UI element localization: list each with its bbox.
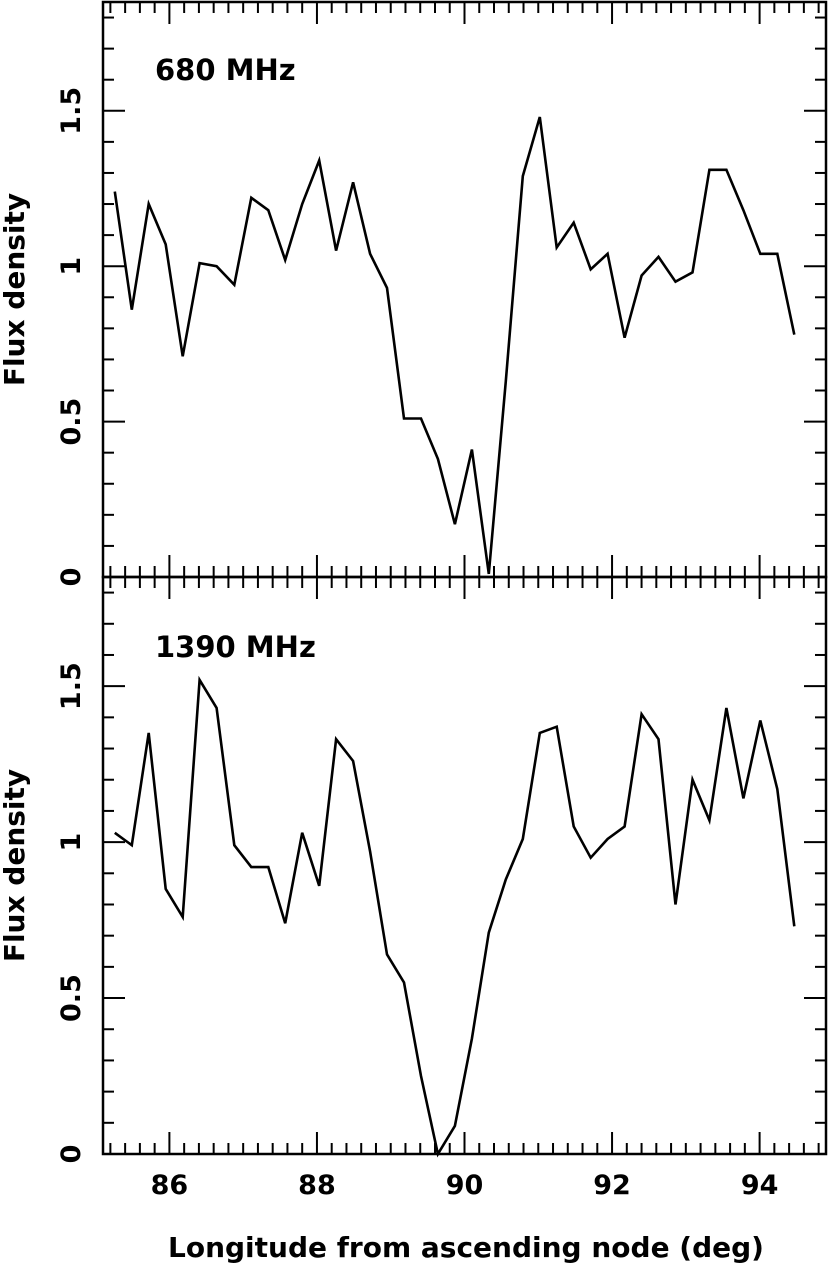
y-tick-label: 0 <box>56 568 87 587</box>
x-tick-label: 92 <box>593 1170 631 1201</box>
y-tick-label: 0 <box>56 1145 87 1164</box>
y-axis-label: Flux density <box>0 769 31 962</box>
frequency-annotation: 680 MHz <box>155 53 296 87</box>
panel-1390mhz: 0 0.5 1 1.5 86 88 90 92 94 Flux density 1390 MHz <box>0 575 828 1201</box>
y-tick-label: 0.5 <box>56 398 87 446</box>
y-tick-label: 1 <box>56 833 87 852</box>
series-line <box>114 675 796 1158</box>
plot-frame <box>101 0 828 579</box>
y-tick-label: 1.5 <box>56 87 87 135</box>
x-tick-label: 86 <box>151 1170 189 1201</box>
x-tick-label: 88 <box>298 1170 336 1201</box>
y-axis-label: Flux density <box>0 193 31 386</box>
frequency-annotation: 1390 MHz <box>155 630 316 664</box>
y-tick-label: 1.5 <box>56 662 87 710</box>
x-axis-label: Longitude from ascending node (deg) <box>168 1231 764 1264</box>
x-tick-label: 94 <box>741 1170 779 1201</box>
y-tick-label: 1 <box>56 257 87 276</box>
series-line <box>113 116 796 575</box>
x-tick-label: 90 <box>446 1170 484 1201</box>
y-tick-label: 0.5 <box>56 974 87 1022</box>
panel-680mhz: 0 0.5 1 1.5 Flux density 680 MHz <box>0 0 828 587</box>
